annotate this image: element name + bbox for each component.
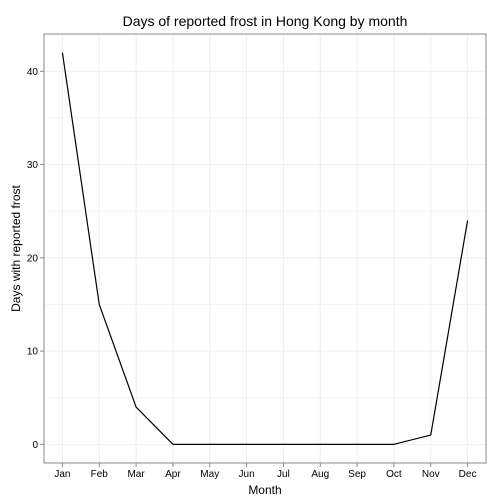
y-axis-title: Days with reported frost	[9, 184, 23, 311]
x-tick-label: Jan	[54, 469, 70, 480]
grid-layer	[44, 34, 486, 463]
panel-border	[43, 33, 487, 464]
series-line	[61, 52, 469, 445]
x-tick-label: Dec	[459, 469, 477, 480]
x-tick-label: Mar	[127, 469, 145, 480]
x-tick-label: Jul	[277, 469, 290, 480]
x-tick-label: Oct	[386, 469, 402, 480]
x-tick-label: Apr	[165, 469, 181, 480]
x-tick-label: Nov	[422, 469, 440, 480]
x-tick-label: May	[200, 469, 219, 480]
x-tick-label: Aug	[311, 469, 329, 480]
tick-layer: 0 10 20 30 40 Jan Feb Mar Apr May Jun Jul Aug Sep Oct N…	[27, 67, 477, 480]
y-tick-label: 10	[27, 347, 39, 358]
x-tick-label: Sep	[348, 469, 366, 480]
y-tick-label: 30	[27, 160, 39, 171]
chart-title: Days of reported frost in Hong Kong by m…	[123, 13, 408, 29]
x-tick-label: Feb	[91, 469, 109, 480]
series-layer	[61, 52, 469, 445]
x-axis-title: Month	[248, 483, 281, 497]
y-tick-label: 0	[32, 440, 38, 451]
x-tick-label: Jun	[239, 469, 255, 480]
y-tick-label: 20	[27, 253, 39, 264]
y-tick-label: 40	[27, 67, 39, 78]
